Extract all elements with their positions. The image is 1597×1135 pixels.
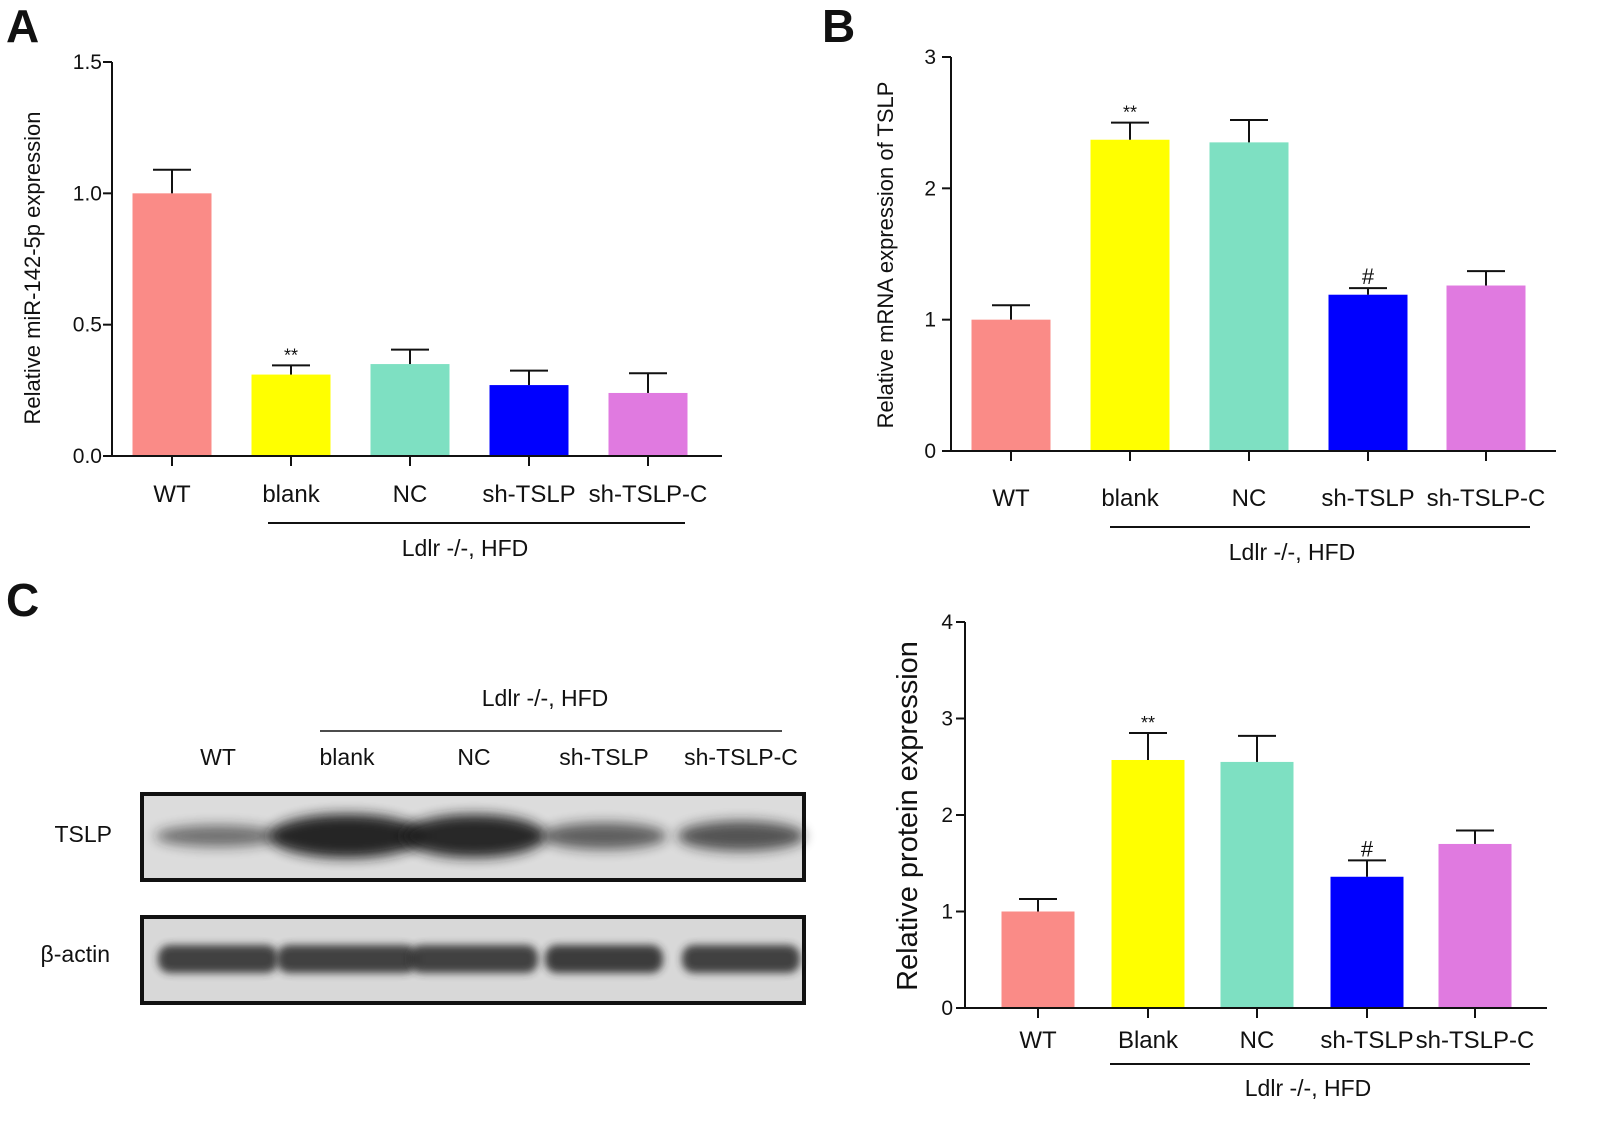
wb-tslp-band-1: [269, 814, 425, 858]
chart-a-category-3: sh-TSLP: [482, 481, 575, 508]
chart-c-bar-4: [1438, 843, 1512, 1008]
chart-a-ytick-label-1: 0.5: [73, 314, 102, 337]
chart-c-categories: WT Blank NC sh-TSLP sh-TSLP-C: [1019, 1027, 1534, 1054]
chart-b-relative-mrna-tslp: ** # 0 1 2 3 WT blank NC sh-TSLP sh-TSLP-C Relat…: [873, 46, 1556, 565]
chart-c-ytick-label-0: 0: [941, 997, 953, 1020]
chart-c-relative-protein: ** # 0 1 2 3 4 WT Blank NC sh-TSLP sh-TSLP-C Rela…: [892, 611, 1547, 1101]
chart-a-category-1: blank: [262, 481, 320, 508]
chart-c-category-4: sh-TSLP-C: [1416, 1027, 1535, 1054]
chart-b-categories: WT blank NC sh-TSLP sh-TSLP-C: [992, 485, 1545, 512]
wb-tslp-band-4: [677, 820, 805, 852]
chart-b-axes: [950, 57, 1556, 452]
chart-c-group-label: Ldlr -/-, HFD: [1245, 1075, 1372, 1101]
chart-b-bar-4: [1446, 285, 1526, 451]
chart-c-bars: ** #: [1001, 713, 1512, 1008]
wb-actin-band-1: [277, 945, 417, 973]
chart-c-category-3: sh-TSLP: [1320, 1027, 1413, 1054]
chart-b-category-4: sh-TSLP-C: [1427, 485, 1546, 512]
wb-lane-label-0: WT: [200, 744, 236, 770]
chart-a-bar-4: [608, 392, 688, 456]
panel-label-c: C: [6, 574, 39, 626]
chart-a-category-0: WT: [153, 481, 191, 508]
wb-actin-band-4: [682, 945, 800, 973]
chart-c-ytick-label-2: 2: [941, 804, 953, 827]
chart-c-ytick-label-4: 4: [941, 611, 953, 634]
chart-c-category-1: Blank: [1118, 1027, 1179, 1054]
panel-label-b: B: [822, 0, 855, 52]
chart-b-ylabel: Relative mRNA expression of TSLP: [873, 82, 898, 429]
chart-c-ticks: 0 1 2 3 4: [941, 611, 1476, 1020]
wb-lane-labels: WT blank NC sh-TSLP sh-TSLP-C: [200, 744, 798, 770]
chart-a-category-2: NC: [393, 481, 428, 508]
wb-group-label: Ldlr -/-, HFD: [482, 685, 609, 711]
wb-tslp-band-3: [541, 822, 667, 850]
chart-c-category-2: NC: [1240, 1027, 1275, 1054]
wb-tslp-band-0: [155, 825, 281, 847]
chart-b-bar-1: [1090, 139, 1170, 452]
chart-b-bar-0: [971, 319, 1051, 451]
chart-b-category-2: NC: [1232, 485, 1267, 512]
wb-tslp-band-2: [402, 814, 546, 858]
chart-b-ytick-label-2: 2: [924, 177, 936, 200]
chart-b-category-0: WT: [992, 485, 1030, 512]
panel-label-a: A: [6, 0, 39, 52]
wb-actin-band-3: [545, 945, 663, 973]
wb-lane-label-1: blank: [320, 744, 375, 770]
western-blot: Ldlr -/-, HFD WT blank NC sh-TSLP sh-TSLP-C …: [41, 685, 806, 1005]
chart-c-bar-1: [1111, 759, 1185, 1008]
chart-b-bar-3: [1328, 294, 1408, 451]
chart-b-ytick-label-0: 0: [924, 440, 936, 463]
chart-b-category-3: sh-TSLP: [1321, 485, 1414, 512]
chart-c-ylabel: Relative protein expression: [892, 641, 924, 991]
chart-b-bars: ** #: [971, 103, 1526, 452]
chart-a-ytick-label-2: 1.0: [73, 182, 102, 205]
chart-b-group-label: Ldlr -/-, HFD: [1229, 539, 1356, 565]
wb-lane-label-3: sh-TSLP: [559, 744, 648, 770]
chart-a-bar-0: [132, 193, 212, 457]
chart-a-bars: **: [132, 168, 688, 457]
wb-actin-band-0: [158, 945, 278, 973]
chart-c-category-0: WT: [1019, 1027, 1057, 1054]
chart-a-ylabel: Relative miR-142-5p expression: [20, 111, 45, 424]
chart-a-ytick-label-0: 0.0: [73, 445, 102, 468]
wb-lane-label-2: NC: [457, 744, 490, 770]
chart-a-bar-3: [489, 385, 569, 456]
chart-c-bar-2: [1220, 761, 1294, 1008]
chart-c-bar-0: [1001, 911, 1075, 1008]
chart-b-bar-2: [1209, 142, 1289, 451]
chart-a-bar-1: [251, 374, 331, 456]
chart-a-group-label: Ldlr -/-, HFD: [402, 535, 529, 561]
chart-b-ticks: 0 1 2 3: [924, 46, 1487, 463]
chart-a-ticks: 0.0 0.5 1.0 1.5: [73, 51, 649, 468]
chart-c-ytick-label-1: 1: [941, 901, 953, 924]
chart-a-bar-2: [370, 364, 450, 456]
wb-tslp-bands: [155, 814, 805, 858]
chart-b-ytick-label-1: 1: [924, 309, 936, 332]
wb-lane-label-4: sh-TSLP-C: [684, 744, 798, 770]
chart-b-category-1: blank: [1101, 485, 1159, 512]
chart-c-bar-3: [1330, 876, 1404, 1008]
chart-a-relative-mir-142-5p: ** 0.0 0.5 1.0 1.5 WT blank NC sh-TSLP sh-TSLP-…: [20, 51, 722, 561]
chart-b-significance-1: **: [1123, 103, 1137, 123]
chart-b-significance-3: #: [1362, 264, 1375, 289]
chart-a-category-4: sh-TSLP-C: [589, 481, 708, 508]
wb-row-label-tslp: TSLP: [54, 821, 112, 847]
chart-c-significance-1: **: [1141, 713, 1155, 733]
chart-a-ytick-label-3: 1.5: [73, 51, 102, 74]
chart-a-significance-1: **: [284, 345, 298, 365]
chart-a-axes: [111, 62, 722, 457]
chart-c-significance-3: #: [1361, 836, 1374, 861]
wb-actin-band-2: [410, 945, 538, 973]
chart-c-ytick-label-3: 3: [941, 708, 953, 731]
wb-actin-bands: [158, 945, 800, 973]
wb-row-label-beta-actin: β-actin: [41, 941, 110, 967]
chart-a-categories: WT blank NC sh-TSLP sh-TSLP-C: [153, 481, 707, 508]
chart-b-ytick-label-3: 3: [924, 46, 936, 69]
